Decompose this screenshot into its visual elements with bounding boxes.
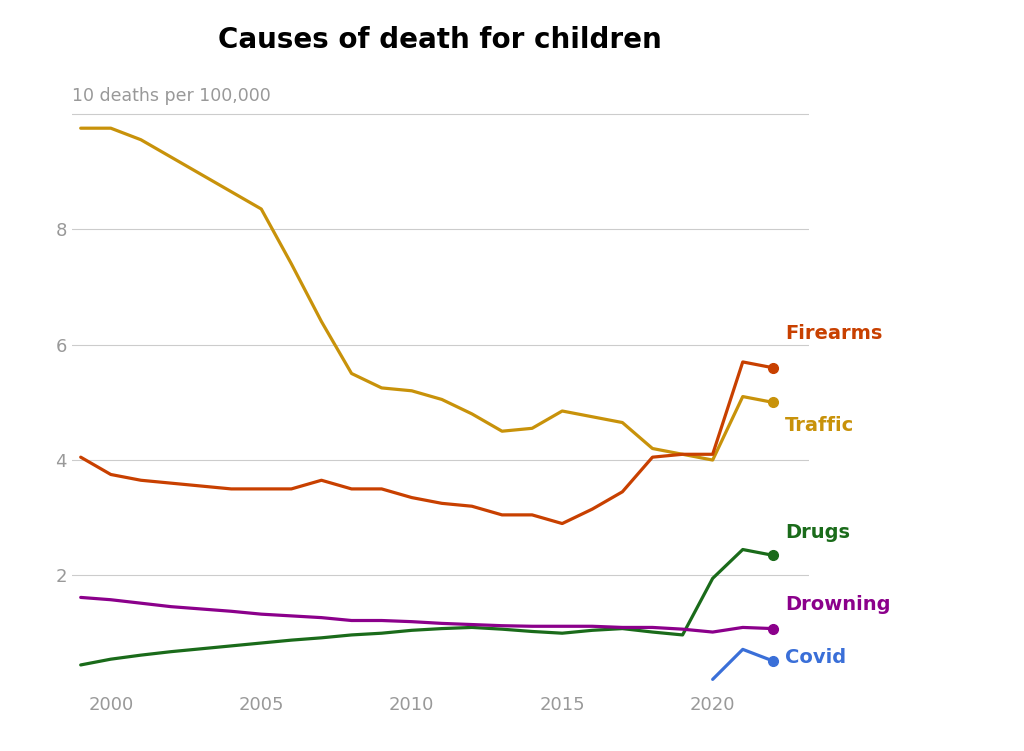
Text: Drugs: Drugs [784, 523, 850, 541]
Text: Firearms: Firearms [784, 324, 883, 342]
Text: Covid: Covid [784, 648, 846, 667]
Text: Drowning: Drowning [784, 595, 891, 614]
Text: Traffic: Traffic [784, 416, 854, 435]
Title: Causes of death for children: Causes of death for children [218, 26, 663, 54]
Text: 10 deaths per 100,000: 10 deaths per 100,000 [72, 87, 270, 105]
